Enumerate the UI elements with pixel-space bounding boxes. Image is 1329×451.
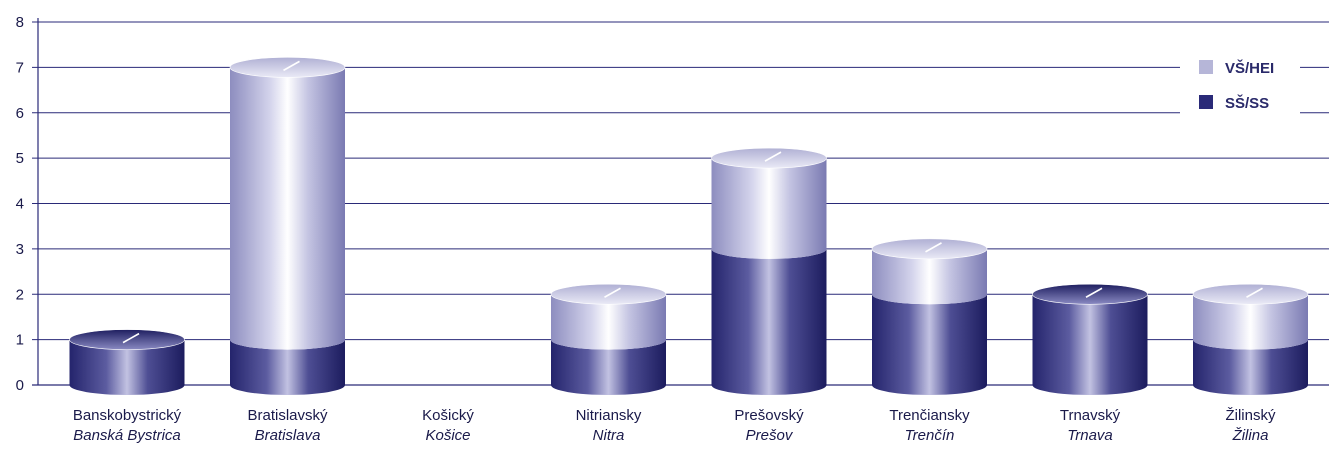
bar-ss [711, 248, 827, 395]
bar-cap-highlight [764, 151, 782, 162]
bar-group [550, 283, 667, 395]
x-tick-sublabel: Nitra [593, 427, 625, 444]
bar-group [1192, 283, 1309, 395]
x-tick-label: Trenčiansky [889, 407, 970, 424]
bar-cap-highlight [1246, 287, 1263, 298]
y-tick-label: 4 [16, 196, 24, 213]
x-tick-label: Trnavský [1060, 407, 1121, 424]
x-tick-sublabel: Žilina [1232, 427, 1269, 444]
bar-vs [551, 294, 666, 350]
legend-swatch [1199, 60, 1213, 74]
y-tick-label: 7 [16, 59, 24, 76]
bar-cap-highlight [604, 287, 621, 298]
bar-vs [230, 67, 345, 350]
y-tick-label: 3 [16, 241, 24, 258]
bar-ss [551, 339, 666, 395]
bar-vs [1193, 294, 1308, 350]
y-tick-label: 5 [16, 150, 24, 167]
y-tick-label: 0 [16, 377, 24, 394]
x-tick-sublabel: Bratislava [255, 427, 321, 444]
legend: VŠ/HEI SŠ/SS [1199, 59, 1274, 112]
bar-vs [711, 158, 827, 259]
bar-ss [230, 339, 345, 395]
bar-group [871, 238, 988, 395]
x-tick-label: Košický [422, 407, 474, 424]
bar-group [711, 147, 827, 395]
bar-ss [872, 294, 987, 395]
legend-label: SŠ/SS [1225, 94, 1269, 112]
bar-ss [1193, 339, 1308, 395]
bar-ss [1032, 294, 1148, 395]
category-labels: Banskobystrický Banská Bystrica Bratislavs… [73, 407, 1276, 444]
bar-group [229, 57, 346, 395]
bar-cap-highlight [283, 60, 300, 72]
x-tick-label: Banskobystrický [73, 407, 182, 424]
x-tick-sublabel: Prešov [746, 427, 794, 444]
x-tick-sublabel: Košice [425, 427, 470, 444]
x-tick-label: Žilinský [1225, 407, 1276, 424]
y-tick-label: 6 [16, 105, 24, 122]
y-tick-label: 1 [16, 332, 24, 349]
bar-cap-highlight [1085, 287, 1103, 298]
bar-group [1032, 283, 1148, 395]
x-tick-sublabel: Banská Bystrica [73, 427, 181, 444]
x-tick-label: Nitriansky [576, 407, 642, 424]
x-tick-label: Prešovský [734, 407, 804, 424]
y-tick-label: 2 [16, 286, 24, 303]
bar-ss [69, 339, 185, 395]
bar-vs [872, 248, 987, 305]
bar-cap-highlight [925, 242, 942, 253]
legend-swatch [1199, 95, 1213, 109]
x-tick-sublabel: Trnava [1067, 427, 1113, 444]
y-tick-label: 8 [16, 14, 24, 31]
legend-label: VŠ/HEI [1225, 59, 1274, 77]
x-tick-label: Bratislavský [247, 407, 328, 424]
bar-group [69, 329, 185, 395]
bar-cap-highlight [122, 332, 140, 344]
bars [69, 57, 1309, 395]
x-tick-sublabel: Trenčín [905, 427, 955, 444]
